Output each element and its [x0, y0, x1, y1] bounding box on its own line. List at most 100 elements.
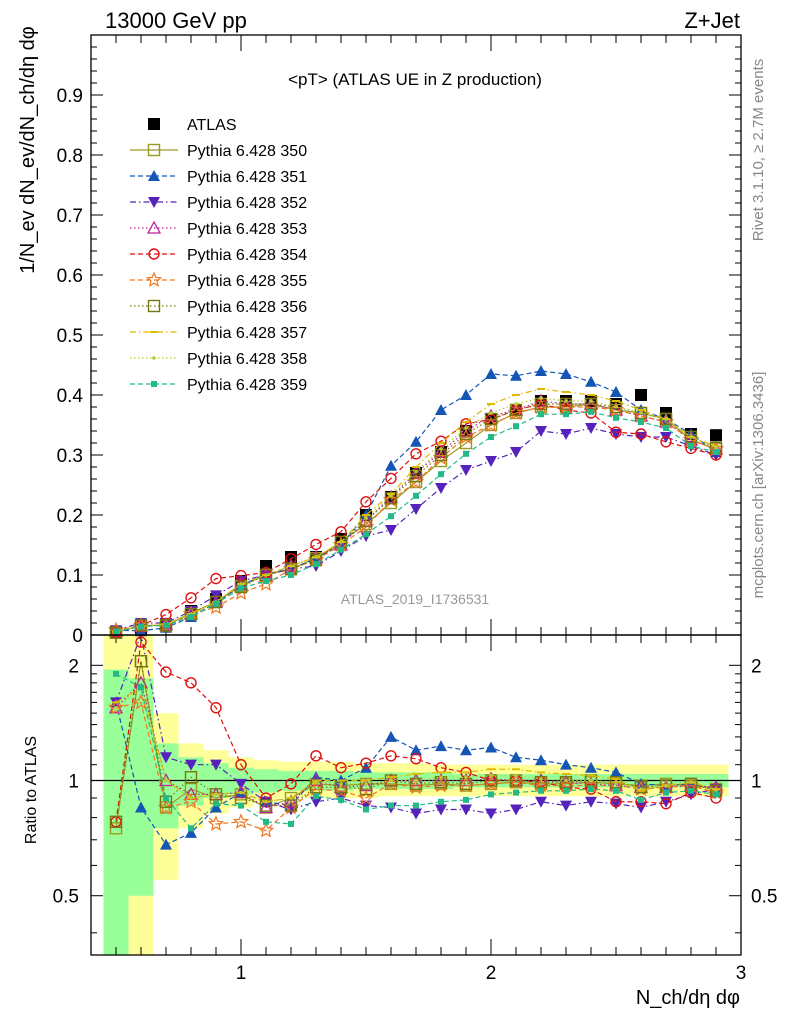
series-line	[115, 403, 717, 634]
ratio-point	[363, 806, 369, 813]
data-point	[684, 430, 698, 444]
ratio-point	[514, 773, 518, 778]
data-point	[485, 368, 497, 379]
data-point	[238, 585, 244, 592]
ratio-point	[713, 791, 719, 798]
legend-marker	[152, 356, 156, 360]
data-point	[264, 573, 268, 577]
ratio-point	[510, 804, 522, 816]
data-point	[384, 492, 398, 505]
ratio-point	[663, 789, 669, 796]
ratio-point	[487, 768, 495, 771]
ratio-point	[238, 802, 244, 809]
ratio-point	[209, 788, 223, 801]
data-point	[512, 394, 520, 396]
data-point	[510, 447, 522, 458]
ratio-point	[387, 776, 395, 779]
data-point	[537, 388, 545, 390]
ratio-point	[537, 771, 545, 774]
ratio-point	[239, 790, 243, 795]
data-point	[462, 421, 470, 423]
data-point	[209, 595, 223, 609]
data-point	[713, 449, 719, 455]
legend-label: Pythia 6.428 356	[187, 299, 307, 316]
ratio-point	[339, 782, 343, 786]
ratio-point	[210, 701, 222, 714]
ratio-point	[134, 654, 148, 668]
ratio-point	[160, 666, 172, 678]
data-point	[513, 423, 519, 430]
ratio-point	[258, 800, 274, 814]
ratio-point	[214, 792, 218, 797]
main-y-tick-label: 0.5	[57, 326, 83, 347]
series-pythia-6-428-354	[110, 398, 722, 639]
ratio-point	[512, 768, 520, 771]
side-label-top: Rivet 3.1.10, ≥ 2.7M events	[750, 59, 767, 242]
data-point	[585, 375, 597, 387]
side-label-bottom: mcplots.cern.ch [arXiv:1306.3436]	[750, 372, 767, 599]
ratio-point	[310, 750, 322, 762]
data-point	[559, 397, 573, 411]
legend-entry: ATLAS	[148, 117, 237, 134]
ratio-point	[589, 778, 593, 783]
ratio-point	[385, 730, 397, 742]
ratio-point	[285, 778, 297, 790]
data-point	[564, 399, 568, 403]
ratio-point	[335, 762, 347, 774]
ratio-point	[485, 808, 497, 820]
ratio-point	[538, 787, 544, 794]
ratio-point	[485, 741, 497, 753]
data-point	[560, 368, 572, 379]
legend: ATLAS Pythia 6.428 350 Pythia 6.428 351 Pyt…	[130, 117, 307, 394]
data-point	[610, 429, 622, 440]
data-point	[589, 399, 593, 403]
main-y-tick-label: 0.4	[57, 386, 84, 407]
ratio-point	[560, 800, 572, 812]
data-point	[388, 513, 394, 520]
legend-entry: Pythia 6.428 357	[130, 325, 307, 342]
ratio-point	[664, 783, 668, 788]
ratio-point	[463, 796, 469, 803]
ratio-point	[289, 796, 293, 800]
ratio-point	[283, 794, 299, 808]
ratio-point	[112, 701, 120, 704]
data-point	[310, 538, 322, 551]
data-point	[289, 564, 293, 568]
ratio-y-tick-label: 2	[751, 656, 762, 677]
ratio-point	[313, 793, 319, 800]
ratio-point	[685, 786, 697, 799]
ratio-point	[207, 815, 225, 831]
ratio-point	[534, 775, 548, 789]
data-point	[413, 492, 419, 499]
ratio-point	[235, 778, 247, 790]
data-point	[163, 622, 169, 629]
ratio-point	[384, 774, 398, 787]
data-point	[613, 414, 619, 421]
watermark: ATLAS_2019_I1736531	[341, 591, 490, 607]
data-point	[463, 450, 469, 457]
data-point	[314, 555, 318, 559]
legend-label: Pythia 6.428 352	[187, 195, 307, 212]
data-point	[213, 600, 219, 607]
main-y-tick-label: 0.7	[57, 206, 83, 227]
chart-title: <pT> (ATLAS UE in Z production)	[288, 70, 542, 89]
ratio-point	[235, 758, 247, 771]
data-point	[460, 465, 472, 476]
data-point	[635, 432, 647, 443]
legend-label: Pythia 6.428 353	[187, 221, 307, 238]
ratio-y-tick-label: 0.5	[53, 887, 79, 908]
x-tick-label: 3	[736, 963, 747, 984]
ratio-point	[614, 780, 618, 784]
ratio-point	[314, 780, 318, 784]
data-point	[385, 525, 397, 536]
ratio-point	[410, 744, 422, 756]
ratio-point	[562, 772, 570, 775]
data-point	[714, 445, 718, 450]
data-point	[410, 504, 422, 515]
ratio-point	[559, 775, 573, 789]
legend-marker	[146, 220, 162, 234]
ratio-y-tick-label: 0.5	[751, 887, 777, 908]
main-y-tick-label: 0.8	[57, 146, 83, 167]
ratio-point	[263, 818, 269, 825]
legend-marker	[148, 170, 160, 181]
